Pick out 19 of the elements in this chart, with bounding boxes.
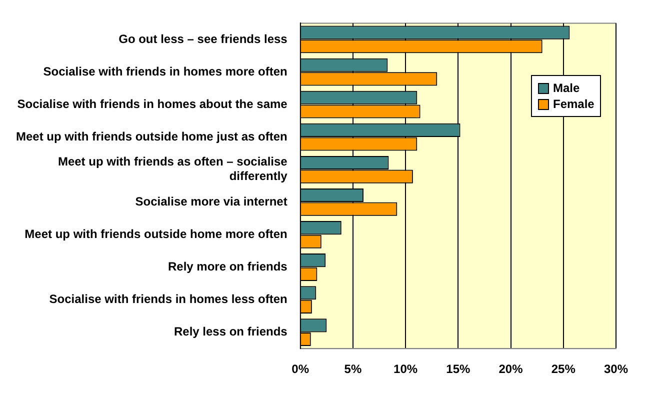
y-tick-label: Meet up with friends outside home more often [24, 227, 288, 242]
y-tick-label: Socialise more via internet [135, 194, 288, 208]
x-tick-label: 20% [498, 362, 524, 376]
x-tick-label: 5% [344, 362, 362, 376]
y-tick-label: Meet up with friends as often – socialise differently [58, 154, 288, 184]
y-tick-label: Rely less on friends [174, 324, 288, 339]
y-tick-label: Socialise with friends in homes less often [49, 292, 288, 306]
x-tick-label: 0% [292, 362, 310, 376]
y-tick-label: Socialise with friends in homes more often [43, 64, 288, 78]
y-tick-label: Meet up with friends outside home just as often [16, 129, 288, 144]
y-tick-label: Rely more on friends [168, 260, 288, 274]
y-tick-label: Socialise with friends in homes about the same [17, 96, 288, 111]
x-tick-label: 15% [446, 362, 471, 376]
y-tick-label: Go out less – see friends less [118, 32, 288, 46]
legend-label: Male [552, 81, 580, 96]
x-tick-label: 30% [604, 362, 628, 376]
x-tick-label: 10% [394, 362, 418, 376]
legend-label: Female [552, 97, 594, 112]
x-tick-label: 25% [551, 362, 576, 376]
